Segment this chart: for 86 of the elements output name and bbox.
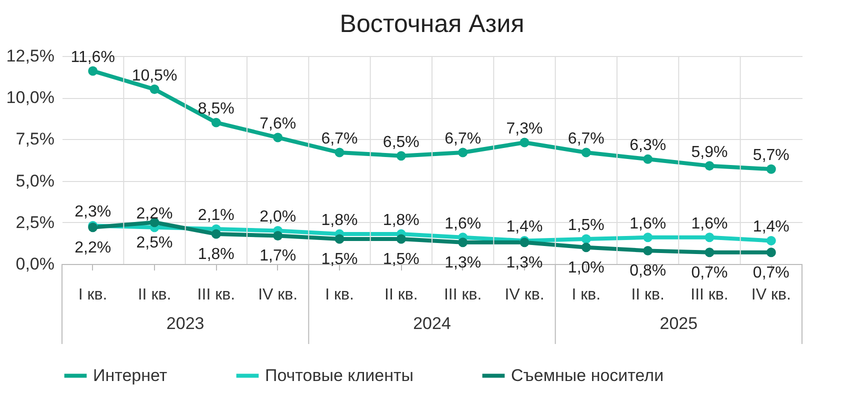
point <box>211 118 221 128</box>
text: 2025 <box>660 314 698 333</box>
point <box>273 230 283 240</box>
data-label: 2,5% <box>136 234 173 252</box>
text: 2024 <box>413 314 451 333</box>
data-label: 2,1% <box>198 207 234 224</box>
chart-title: Восточная Азия <box>340 10 524 38</box>
x-tick-label: I кв. <box>78 286 108 304</box>
data-label: 5,9% <box>691 144 728 161</box>
x-tick-label: II кв. <box>631 286 664 304</box>
data-label: 6,7% <box>321 130 358 148</box>
data-label: 1,4% <box>752 218 790 236</box>
data-label: 5,7% <box>752 147 790 164</box>
point <box>704 232 714 242</box>
y-tick-label: 2,5% <box>16 212 54 232</box>
legend-label: Почтовые клиенты <box>265 366 414 385</box>
legend-label: Съемные носители <box>511 366 664 385</box>
y-tick-label: 7,5% <box>16 130 54 149</box>
data-label: 1,3% <box>444 254 482 272</box>
point <box>150 84 160 94</box>
x-tick-label: III кв. <box>444 286 482 304</box>
data-label: 6,7% <box>444 130 482 148</box>
y-tick-label: 5,0% <box>16 171 54 190</box>
point <box>766 236 776 246</box>
data-label: 8,5% <box>198 100 234 118</box>
y-tick-label: 12,5% <box>6 46 54 66</box>
data-label: 1,6% <box>444 215 482 232</box>
x-tick-label: IV кв. <box>258 286 298 304</box>
point <box>396 234 406 244</box>
point <box>766 248 776 258</box>
data-label: 1,3% <box>506 254 543 272</box>
x-tick-label: I кв. <box>325 286 354 304</box>
data-label: 1,8% <box>382 212 420 230</box>
point <box>396 151 406 161</box>
data-label: 2,2% <box>136 205 173 222</box>
data-label: 6,5% <box>382 134 420 151</box>
point <box>643 246 653 256</box>
x-tick-label: III кв. <box>690 286 728 304</box>
data-label: 1,5% <box>321 251 358 268</box>
point <box>520 138 530 148</box>
point <box>581 242 591 252</box>
point <box>273 132 283 142</box>
y-tick-label: 0,0% <box>16 254 54 274</box>
data-label: 0,8% <box>630 262 666 280</box>
point <box>704 161 714 171</box>
data-label: 1,8% <box>321 212 358 230</box>
text: 2023 <box>166 314 204 333</box>
point <box>581 148 591 158</box>
data-label: 0,7% <box>691 264 728 282</box>
data-label: 10,5% <box>132 67 178 84</box>
data-label: 2,2% <box>74 239 112 256</box>
data-label: 1,8% <box>198 246 234 264</box>
data-label: 6,7% <box>568 130 604 148</box>
point <box>334 234 344 244</box>
data-label: 1,5% <box>568 217 604 234</box>
x-tick-label: II кв. <box>138 286 172 304</box>
point <box>458 148 468 158</box>
x-tick-label: IV кв. <box>751 286 791 304</box>
point <box>704 248 714 258</box>
data-label: 7,3% <box>506 120 543 138</box>
x-tick-label: III кв. <box>197 286 236 304</box>
point <box>334 148 344 158</box>
data-label: 1,7% <box>260 248 296 265</box>
point <box>766 164 776 174</box>
data-label: 2,0% <box>260 208 296 226</box>
data-label: 1,4% <box>506 218 543 236</box>
data-label: 2,3% <box>74 204 112 221</box>
point <box>88 66 98 76</box>
data-label: 0,7% <box>752 264 790 282</box>
point <box>581 234 591 244</box>
data-label: 1,6% <box>691 215 728 232</box>
data-label: 11,6% <box>70 48 115 66</box>
legend-label: Интернет <box>93 366 168 385</box>
point <box>211 229 221 239</box>
point <box>458 238 468 248</box>
data-label: 7,6% <box>260 116 296 133</box>
y-tick-label: 10,0% <box>6 88 54 108</box>
point <box>643 154 653 164</box>
point <box>643 232 653 242</box>
data-label: 1,0% <box>568 259 604 276</box>
data-label: 6,3% <box>630 137 666 154</box>
x-tick-label: II кв. <box>384 286 418 304</box>
data-label: 1,5% <box>382 251 420 268</box>
x-tick-label: IV кв. <box>504 286 544 304</box>
data-label: 1,6% <box>630 215 666 232</box>
x-tick-label: I кв. <box>572 286 601 304</box>
